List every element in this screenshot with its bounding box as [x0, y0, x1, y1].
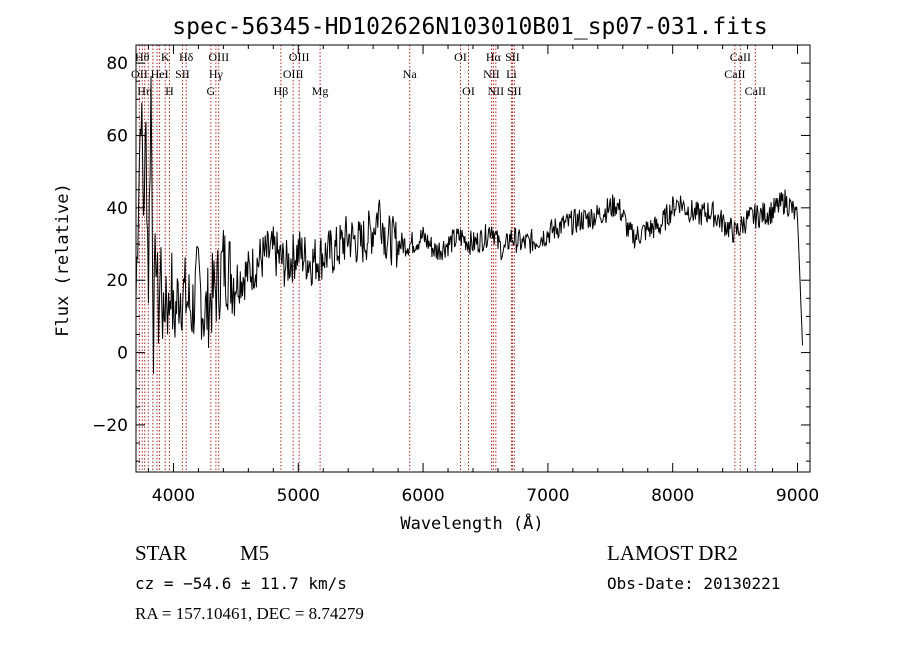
line-label: NII: [488, 84, 505, 98]
line-label: G: [207, 84, 216, 98]
x-tick-label: 6000: [401, 486, 444, 506]
y-tick-label: 60: [106, 126, 128, 146]
line-label: Hδ: [179, 50, 194, 64]
flux-line: [135, 75, 803, 374]
x-tick-label: 8000: [651, 486, 694, 506]
line-label: OIII: [283, 67, 304, 81]
y-axis: −20 0 20 40 60 80: [92, 54, 810, 462]
y-tick-label: 40: [106, 199, 128, 219]
line-label: Hα: [486, 50, 502, 64]
y-tick-label: 20: [106, 271, 128, 291]
line-label: CaII: [730, 50, 751, 64]
line-label: Hβ: [274, 84, 289, 98]
y-tick-label: −20: [92, 416, 128, 436]
obs-date: Obs-Date: 20130221: [607, 574, 780, 593]
line-label: Hθ: [135, 50, 150, 64]
x-tick-label: 4000: [152, 486, 195, 506]
line-label: OIII: [289, 50, 310, 64]
y-axis-label: Flux (relative): [53, 183, 73, 337]
line-label: SII: [507, 84, 522, 98]
line-label: OI: [454, 50, 467, 64]
line-label: Mg: [312, 84, 329, 98]
line-label: H: [165, 84, 174, 98]
line-label: CaII: [724, 67, 745, 81]
spectral-line-markers: [138, 45, 756, 472]
line-label: Na: [403, 67, 418, 81]
x-tick-label: 5000: [277, 486, 320, 506]
object-subclass: M5: [240, 541, 269, 565]
line-label: K: [161, 50, 170, 64]
line-label: OI: [462, 84, 475, 98]
plot-frame: [135, 44, 811, 473]
x-tick-label: 9000: [776, 486, 819, 506]
spectral-line-labels: OIIHθHηHeIKHSIIHδGHγOIIIHβOIIIOIIIMgNaOI…: [131, 50, 766, 98]
line-label: NII: [483, 67, 500, 81]
x-axis-label: Wavelength (Å): [400, 512, 543, 534]
chart-title: spec-56345-HD102626N103010B01_sp07-031.f…: [172, 14, 767, 40]
line-label: OII: [131, 67, 148, 81]
line-label: SII: [505, 50, 520, 64]
x-tick-label: 7000: [526, 486, 569, 506]
line-label: HeI: [151, 67, 169, 81]
x-axis: 4000 5000 6000 7000 8000 9000: [147, 45, 819, 506]
survey-name: LAMOST DR2: [607, 541, 738, 565]
line-label: OIII: [208, 50, 229, 64]
y-tick-label: 0: [117, 344, 128, 364]
y-tick-label: 80: [106, 54, 128, 74]
line-label: CaII: [745, 84, 766, 98]
line-label: Hγ: [209, 67, 224, 81]
redshift-text: cz = −54.6 ± 11.7 km/s: [135, 574, 347, 593]
coordinates: RA = 157.10461, DEC = 8.74279: [135, 604, 364, 623]
line-label: SII: [175, 67, 190, 81]
object-type: STAR: [135, 541, 187, 565]
line-label: Li: [506, 67, 517, 81]
line-label: Hη: [137, 84, 152, 98]
